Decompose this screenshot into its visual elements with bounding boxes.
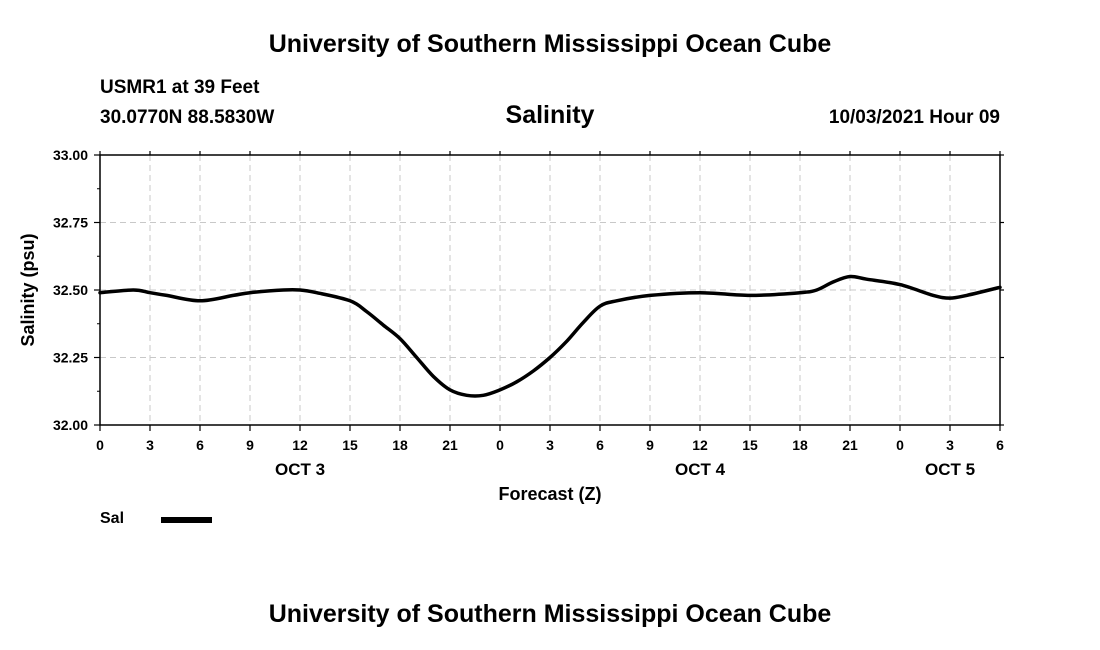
station-coordinates: 30.0770N 88.5830W [100, 107, 275, 128]
x-tick-label: 0 [896, 437, 904, 453]
y-axis-label: Salinity (psu) [18, 233, 38, 346]
legend-label-sal: Sal [100, 510, 125, 527]
x-tick-label: 12 [292, 437, 308, 453]
x-tick-label: 0 [96, 437, 104, 453]
x-tick-label: 21 [842, 437, 858, 453]
legend-swatch-sal [161, 517, 212, 523]
tick-layer [94, 151, 1004, 431]
x-tick-label: 15 [342, 437, 358, 453]
page-title: University of Southern Mississippi Ocean… [268, 30, 832, 58]
day-label: OCT 3 [275, 460, 325, 479]
station-label: USMR1 at 39 Feet [100, 77, 260, 98]
y-tick-label: 32.50 [53, 282, 88, 298]
x-tick-label: 21 [442, 437, 458, 453]
day-label: OCT 5 [925, 460, 975, 479]
x-tick-label: 3 [946, 437, 954, 453]
x-tick-label: 18 [792, 437, 808, 453]
grid-layer [100, 155, 1000, 425]
x-tick-label: 18 [392, 437, 408, 453]
y-tick-label: 32.75 [53, 215, 88, 231]
axis-labels-layer: 0 3 6 9 12 15 18 21 0 3 6 9 12 15 18 21 0 3 6 OCT 3 OCT 4 OCT… [53, 147, 1004, 479]
x-tick-label: 3 [546, 437, 554, 453]
x-tick-label: 6 [196, 437, 204, 453]
x-tick-label: 6 [596, 437, 604, 453]
day-label: OCT 4 [675, 460, 726, 479]
x-tick-label: 9 [246, 437, 254, 453]
y-tick-label: 33.00 [53, 147, 88, 163]
x-tick-label: 3 [146, 437, 154, 453]
y-tick-label: 32.25 [53, 350, 88, 366]
y-tick-label: 32.00 [53, 417, 88, 433]
chart-title: Salinity [505, 101, 595, 129]
x-tick-label: 12 [692, 437, 708, 453]
x-tick-label: 9 [646, 437, 654, 453]
series-line-sal [98, 274, 1002, 398]
x-tick-label: 6 [996, 437, 1004, 453]
x-tick-label: 15 [742, 437, 758, 453]
footer-title: University of Southern Mississippi Ocean… [268, 600, 832, 628]
x-axis-label: Forecast (Z) [498, 484, 601, 504]
x-tick-label: 0 [496, 437, 504, 453]
forecast-datetime: 10/03/2021 Hour 09 [828, 107, 1000, 128]
